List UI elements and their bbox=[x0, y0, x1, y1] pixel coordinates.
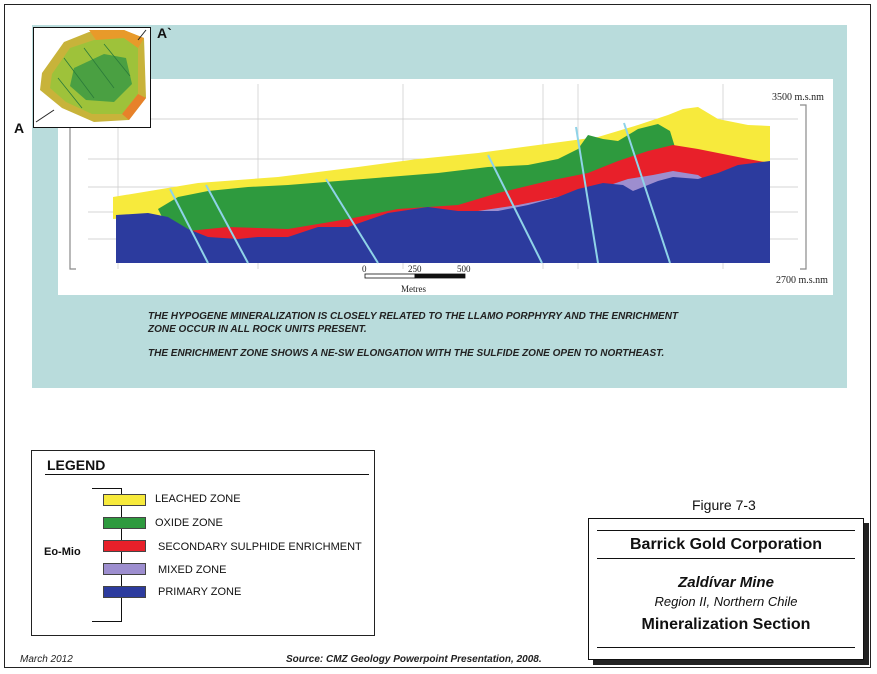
legend-group-bracket bbox=[92, 488, 122, 622]
legend-title: LEGEND bbox=[47, 457, 106, 473]
legend-label-primary: PRIMARY ZONE bbox=[158, 586, 242, 598]
oxide-zone-layer bbox=[158, 124, 678, 241]
section-marker-a-prime: A` bbox=[157, 25, 172, 41]
title-block-rule-bottom bbox=[597, 647, 855, 648]
scale-bar bbox=[364, 273, 466, 279]
footer-date: March 2012 bbox=[20, 654, 73, 665]
legend-label-mixed: MIXED ZONE bbox=[158, 564, 227, 576]
note-line-2: ZONE OCCUR IN ALL ROCK UNITS PRESENT. bbox=[148, 324, 367, 335]
scale-unit: Metres bbox=[401, 284, 426, 294]
legend-swatch-leached bbox=[103, 494, 146, 506]
legend-swatch-primary bbox=[103, 586, 146, 598]
scale-tick-250: 250 bbox=[408, 264, 422, 274]
enrichment-zone-layer bbox=[188, 145, 770, 249]
title-block-rule-middle bbox=[597, 558, 855, 559]
inset-3d-model bbox=[35, 29, 147, 123]
elevation-bracket-right bbox=[800, 104, 807, 270]
cross-section-graphic bbox=[69, 84, 807, 279]
location-inset-map bbox=[33, 27, 151, 128]
legend-divider bbox=[45, 474, 369, 475]
note-line-3: THE ENRICHMENT ZONE SHOWS A NE-SW ELONGA… bbox=[148, 348, 665, 359]
legend-label-leached: LEACHED ZONE bbox=[155, 493, 241, 505]
legend-swatch-oxide bbox=[103, 517, 146, 529]
legend-swatch-enrichment bbox=[103, 540, 146, 552]
page-frame bbox=[4, 4, 871, 668]
section-marker-a: A bbox=[14, 120, 25, 136]
footer-source: Source: CMZ Geology Powerpoint Presentat… bbox=[286, 654, 542, 665]
legend-label-oxide: OXIDE ZONE bbox=[155, 517, 223, 529]
legend-box: LEGEND Eo-Mio LEACHED ZONE OXIDE ZONE SE… bbox=[31, 450, 375, 636]
section-title: Mineralization Section bbox=[641, 616, 811, 633]
title-block: Barrick Gold Corporation Zaldívar Mine R… bbox=[588, 518, 864, 660]
elevation-bottom-label: 2700 m.s.nm bbox=[776, 275, 828, 286]
primary-zone-layer bbox=[116, 161, 770, 263]
scale-tick-500: 500 bbox=[457, 264, 471, 274]
title-block-rule-top bbox=[597, 530, 855, 531]
fault-lines bbox=[169, 122, 671, 264]
mine-name: Zaldívar Mine bbox=[678, 574, 774, 591]
legend-label-enrichment: SECONDARY SULPHIDE ENRICHMENT bbox=[158, 541, 362, 553]
legend-swatch-mixed bbox=[103, 563, 146, 575]
elevation-top-label: 3500 m.s.nm bbox=[772, 92, 824, 103]
region-name: Region II, Northern Chile bbox=[654, 594, 798, 609]
figure-number: Figure 7-3 bbox=[692, 497, 756, 513]
legend-group-label: Eo-Mio bbox=[44, 546, 81, 558]
scale-tick-0: 0 bbox=[362, 264, 367, 274]
note-line-1: THE HYPOGENE MINERALIZATION IS CLOSELY R… bbox=[148, 311, 679, 322]
cross-section-panel bbox=[58, 79, 833, 295]
company-name: Barrick Gold Corporation bbox=[629, 536, 823, 553]
